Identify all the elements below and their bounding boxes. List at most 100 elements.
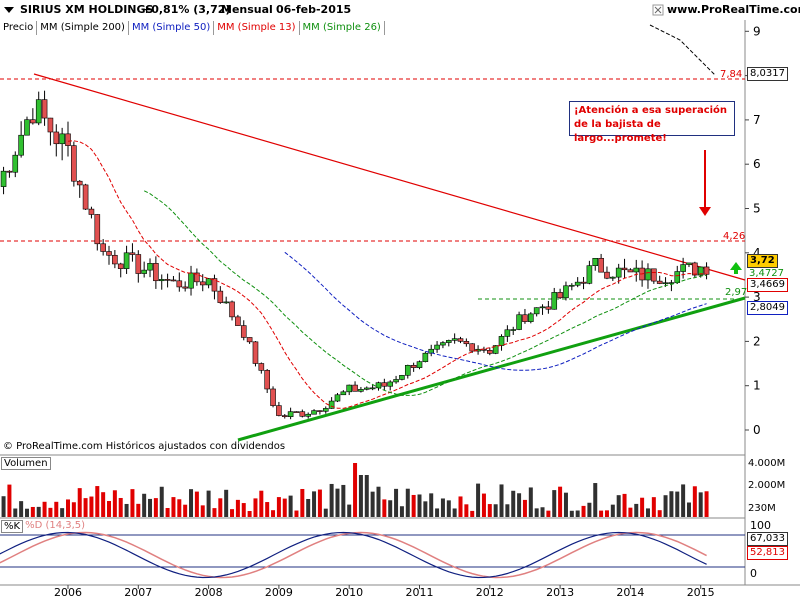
site-url[interactable]: www.ProRealTime.com bbox=[667, 3, 800, 16]
volume-bar bbox=[323, 508, 328, 517]
volume-bar bbox=[593, 483, 598, 517]
y-tick-label: 0 bbox=[753, 423, 761, 437]
legend-price[interactable]: Precio bbox=[0, 21, 38, 35]
change-value: +0,81% (3,72) bbox=[142, 3, 231, 16]
candle-body bbox=[0, 170, 7, 187]
level-low-label: 2,97 bbox=[725, 287, 748, 298]
candle-body bbox=[158, 279, 165, 282]
legend-ma200[interactable]: MM (Simple 200) bbox=[37, 21, 129, 35]
candle-body bbox=[281, 415, 288, 417]
volume-bar bbox=[142, 493, 147, 517]
volume-bar bbox=[581, 505, 586, 517]
volume-bar bbox=[616, 495, 621, 517]
volume-bar bbox=[300, 488, 305, 517]
volume-bar bbox=[230, 509, 235, 517]
candle-body bbox=[24, 119, 30, 136]
candle-body bbox=[381, 382, 388, 387]
volume-bar bbox=[265, 502, 270, 517]
candle-body bbox=[322, 408, 329, 412]
candle-body bbox=[574, 281, 581, 286]
candle-body bbox=[686, 262, 692, 265]
bearish-trendline bbox=[33, 73, 746, 281]
candle-body bbox=[498, 336, 505, 346]
candle-body bbox=[135, 254, 142, 274]
x-tick-label: 2014 bbox=[616, 586, 644, 599]
volume-bar bbox=[60, 508, 65, 517]
candle-body bbox=[176, 280, 183, 288]
candle-body bbox=[504, 329, 511, 337]
ma50-price-label: 2,8049 bbox=[747, 301, 788, 315]
candle-body bbox=[334, 394, 341, 402]
annotation-box: ¡Atención a esa superación de la bajista… bbox=[569, 101, 735, 144]
volume-bar bbox=[552, 490, 557, 517]
down-arrow-icon bbox=[699, 207, 711, 216]
candle-body bbox=[112, 254, 118, 265]
volume-bar bbox=[435, 508, 440, 517]
candle-body bbox=[94, 214, 101, 245]
candle-body bbox=[82, 184, 89, 210]
candle-body bbox=[88, 208, 95, 215]
volume-tick-mid: 2.000M bbox=[748, 480, 786, 491]
candle-body bbox=[358, 389, 364, 392]
x-tick-label: 2009 bbox=[265, 586, 293, 599]
close-icon[interactable] bbox=[652, 4, 664, 16]
stoch-k-line bbox=[0, 531, 707, 579]
candle-body bbox=[481, 348, 487, 351]
volume-bar bbox=[101, 492, 106, 517]
annotation-line-1: ¡Atención a esa superación bbox=[574, 105, 728, 116]
candle-body bbox=[258, 363, 265, 371]
volume-bar bbox=[675, 491, 680, 517]
volume-bar bbox=[563, 492, 568, 517]
volume-bar bbox=[194, 491, 199, 517]
legend-ma13[interactable]: MM (Simple 13) bbox=[214, 21, 300, 35]
volume-bar bbox=[48, 507, 53, 517]
volume-bar bbox=[511, 490, 516, 517]
candlesticks bbox=[0, 90, 710, 420]
volume-bar bbox=[30, 506, 35, 517]
candle-body bbox=[539, 306, 546, 309]
volume-bar bbox=[464, 504, 469, 517]
bullish-trendline bbox=[237, 296, 746, 442]
volume-bar bbox=[370, 491, 375, 517]
volume-bar bbox=[206, 490, 211, 517]
y-tick-label: 7 bbox=[753, 113, 761, 127]
legend-ma50[interactable]: MM (Simple 50) bbox=[129, 21, 215, 35]
volume-bar bbox=[657, 510, 662, 517]
volume-bar bbox=[698, 492, 703, 517]
ma50-line bbox=[284, 251, 707, 371]
candle-body bbox=[229, 301, 235, 318]
candle-body bbox=[164, 279, 171, 281]
volume-bar bbox=[165, 508, 170, 517]
x-tick-label: 2013 bbox=[546, 586, 574, 599]
volume-bar bbox=[382, 499, 387, 517]
y-tick-label: 3 bbox=[753, 290, 761, 304]
y-tick-label: 4 bbox=[753, 246, 761, 260]
volume-bar bbox=[282, 498, 287, 517]
x-tick-label: 2006 bbox=[54, 586, 82, 599]
candle-body bbox=[194, 272, 200, 283]
volume-bar bbox=[136, 503, 141, 517]
volume-bar bbox=[153, 498, 158, 517]
volume-bar bbox=[54, 501, 59, 517]
y-tick-label: 1 bbox=[753, 379, 761, 393]
dropdown-arrow-icon[interactable] bbox=[3, 4, 15, 16]
candle-body bbox=[592, 257, 599, 266]
volume-bar bbox=[335, 488, 340, 517]
volume-bar bbox=[312, 491, 317, 517]
volume-bar bbox=[13, 508, 18, 517]
volume-bar bbox=[341, 484, 346, 517]
candle-body bbox=[59, 133, 65, 145]
candle-body bbox=[393, 379, 399, 383]
volume-bar bbox=[681, 484, 686, 517]
level-mid-label: 4,26 bbox=[723, 231, 746, 242]
header-bar: SIRIUS XM HOLDINGS +0,81% (3,72) Mensual… bbox=[0, 0, 800, 20]
level-top-label: 7,84 bbox=[720, 69, 743, 80]
candle-body bbox=[598, 257, 604, 273]
legend-ma26[interactable]: MM (Simple 26) bbox=[300, 21, 385, 35]
x-tick-label: 2007 bbox=[124, 586, 152, 599]
date-label: 06-feb-2015 bbox=[276, 3, 352, 16]
volume-bar bbox=[276, 497, 281, 517]
volume-bars bbox=[1, 463, 709, 517]
volume-bar bbox=[130, 489, 135, 517]
